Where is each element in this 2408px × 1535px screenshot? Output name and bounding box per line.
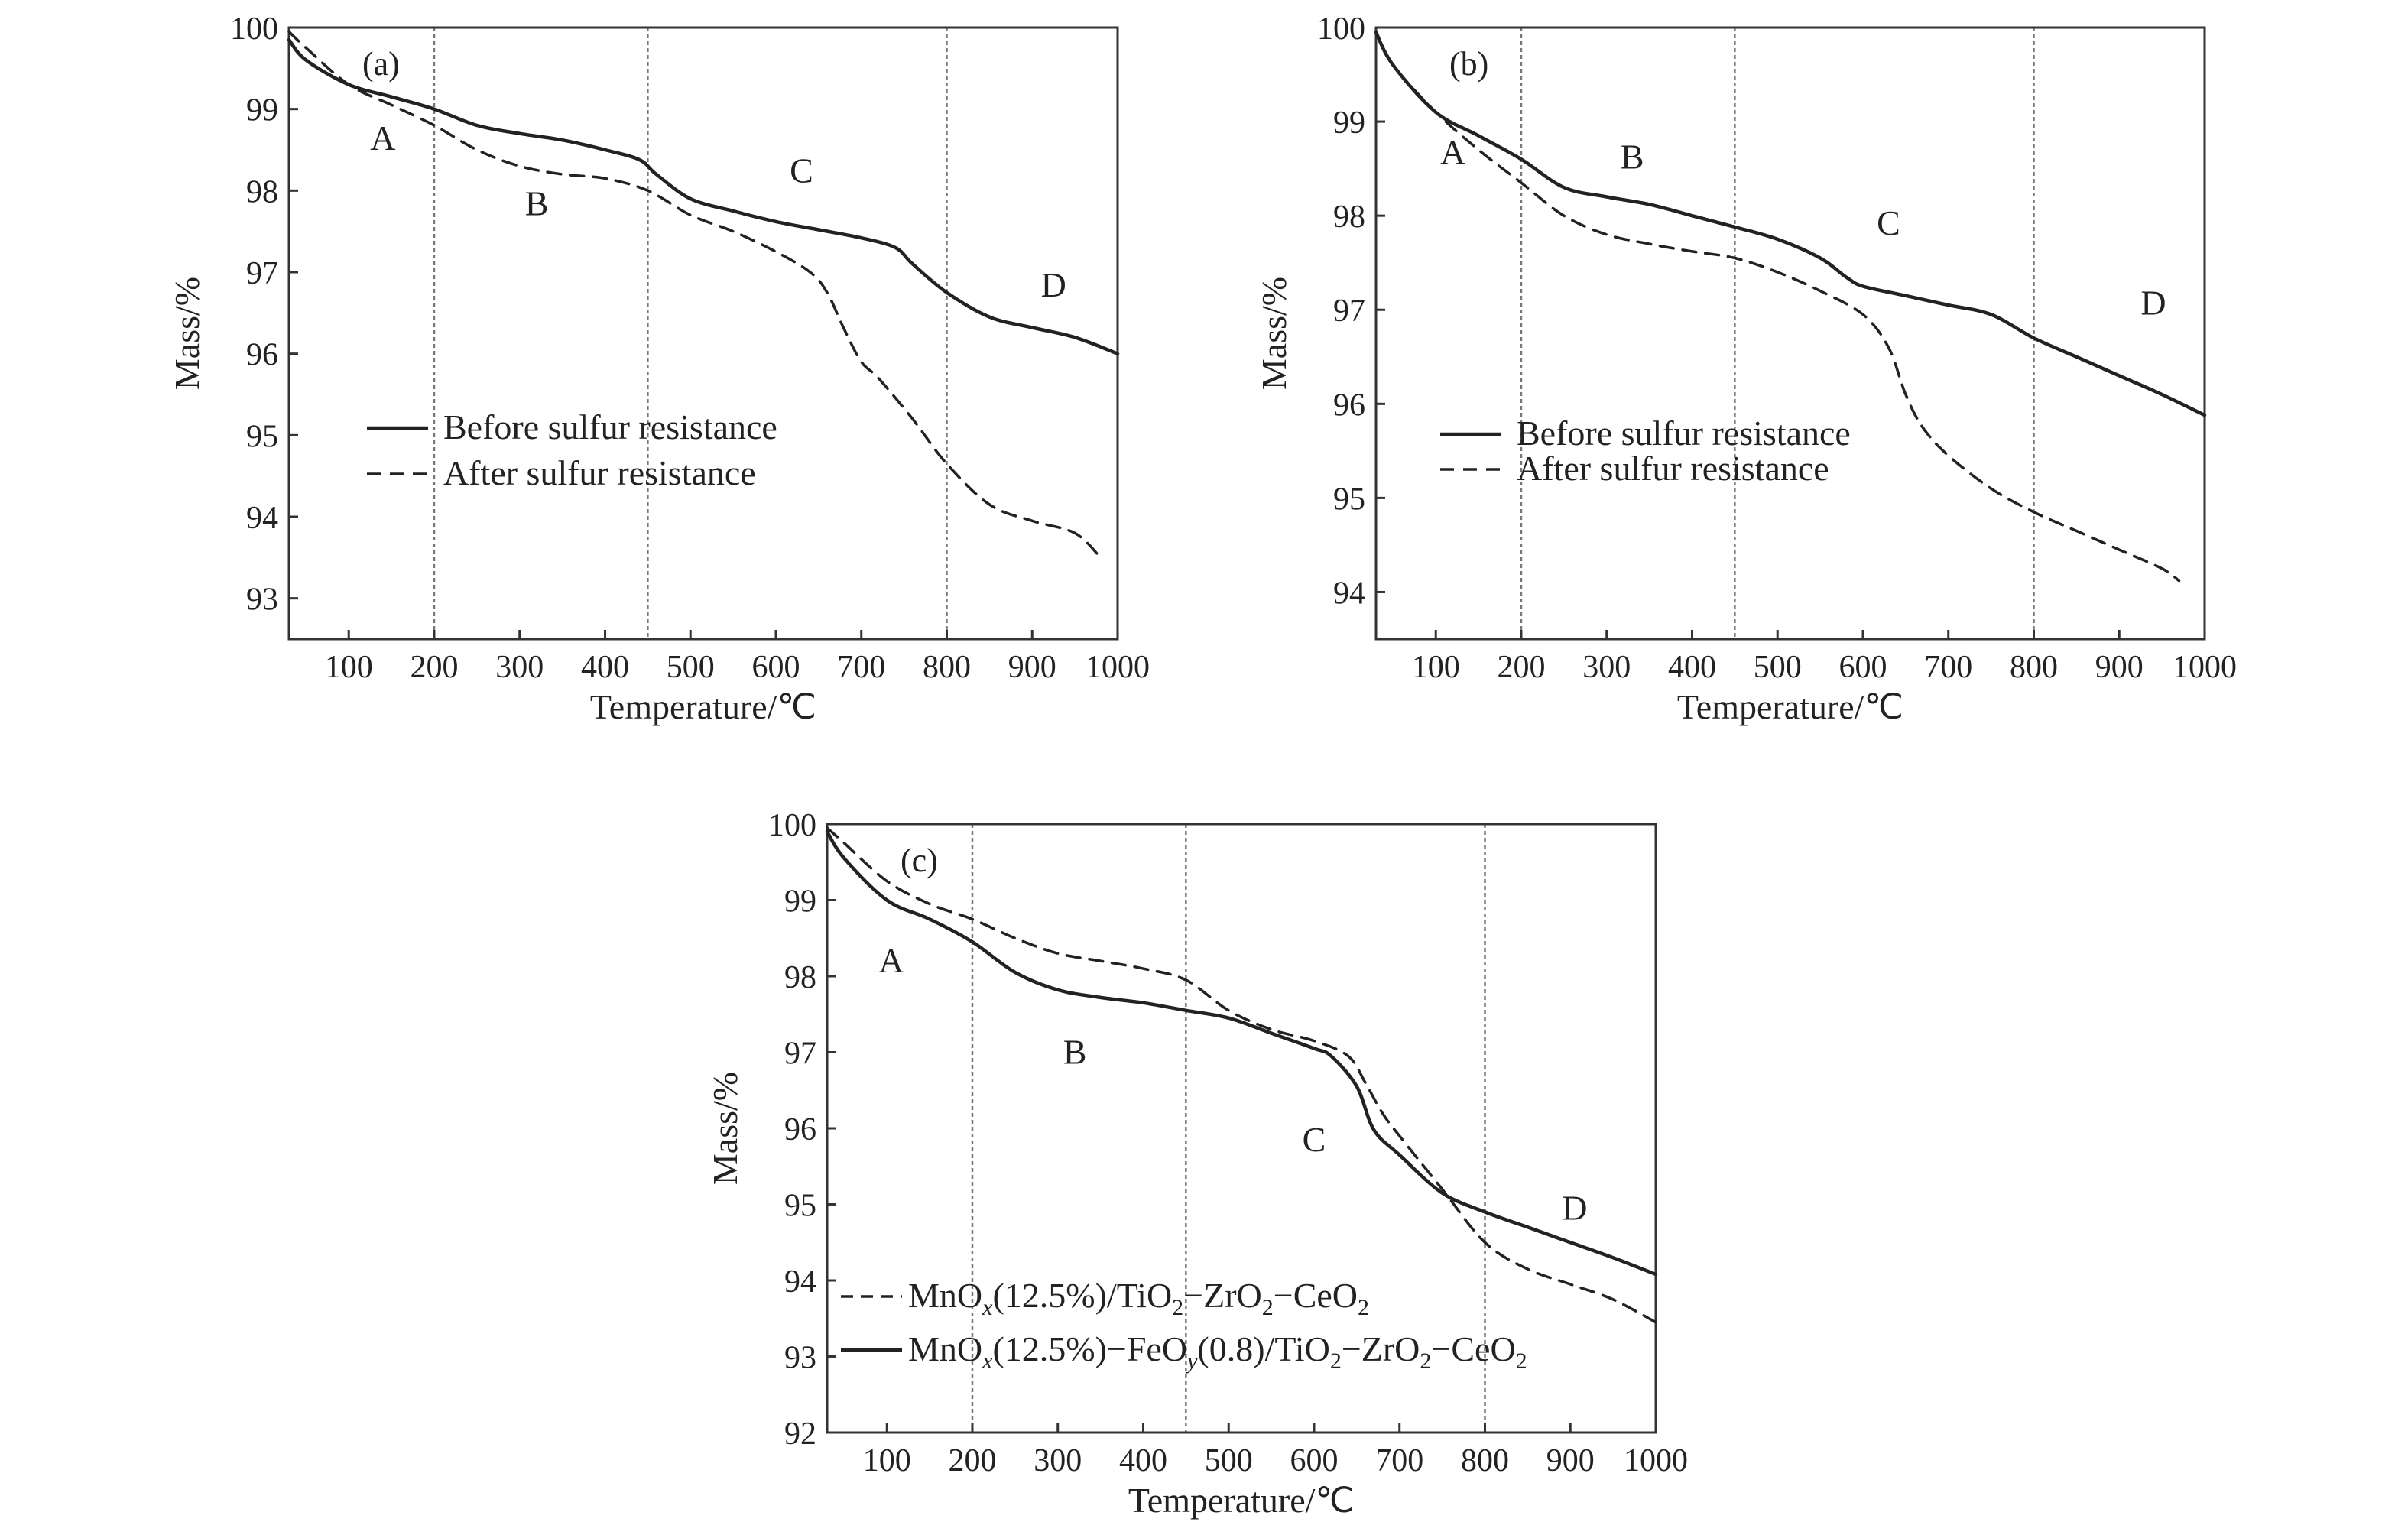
series-line-dashed [287, 30, 1102, 560]
x-tick-label: 400 [1668, 650, 1716, 685]
y-tick-label: 99 [1333, 105, 1365, 141]
y-tick-label: 99 [246, 93, 278, 128]
x-tick-label: 100 [1412, 650, 1460, 685]
region-label-b: B [1063, 1032, 1087, 1071]
y-tick-label: 98 [1333, 200, 1365, 235]
region-label-b: B [525, 183, 549, 222]
region-label-b: B [1621, 138, 1644, 177]
x-axis-title: Temperature/℃ [1677, 687, 1903, 726]
y-axis-title: Mass/% [167, 277, 206, 390]
chart-panel-1: 100 200 300 400 500 600 700 800 900 1000 93 94 95 96 9… [167, 11, 1150, 726]
series-line-dashed [826, 826, 1657, 1324]
x-tick-label: 700 [1924, 650, 1972, 685]
y-tick-label: 99 [784, 884, 816, 920]
panel-tag: (b) [1449, 45, 1488, 83]
y-tick-label: 98 [784, 960, 816, 995]
x-tick-label: 1000 [1086, 650, 1150, 685]
x-tick-label: 300 [1034, 1443, 1082, 1478]
x-tick-label: 800 [1461, 1443, 1509, 1478]
y-tick-label: 97 [784, 1037, 816, 1072]
y-tick-label: 100 [230, 11, 278, 47]
y-tick-label: 96 [246, 338, 278, 373]
legend-label: MnOx(12.5%)/TiO2−ZrO2−CeO2 [908, 1276, 1369, 1320]
legend-label: Before sulfur resistance [443, 407, 777, 446]
y-tick-label: 94 [1333, 576, 1365, 611]
legend-label: Before sulfur resistance [1517, 414, 1851, 453]
y-tick-label: 100 [1317, 11, 1365, 47]
x-tick-label: 700 [1375, 1443, 1423, 1478]
x-axis-title: Temperature/℃ [1128, 1481, 1355, 1520]
region-label-c: C [1877, 203, 1900, 242]
series-line-dashed [1374, 31, 2181, 583]
x-tick-label: 300 [1582, 650, 1631, 685]
x-tick-label: 400 [581, 650, 629, 685]
plot-frame [287, 26, 1119, 641]
x-axis-title: Temperature/℃ [590, 687, 816, 726]
region-label-d: D [1562, 1188, 1587, 1227]
series-line-solid [1374, 30, 2207, 417]
region-label-a: A [370, 118, 395, 157]
x-tick-label: 900 [2095, 650, 2144, 685]
x-tick-label: 700 [837, 650, 885, 685]
x-tick-label: 100 [863, 1443, 911, 1478]
y-tick-label: 95 [246, 419, 278, 454]
x-tick-label: 300 [495, 650, 544, 685]
x-tick-label: 600 [1838, 650, 1887, 685]
x-tick-label: 500 [667, 650, 715, 685]
y-tick-label: 93 [784, 1341, 816, 1376]
x-tick-label: 500 [1205, 1443, 1253, 1478]
y-tick-label: 94 [784, 1264, 816, 1300]
x-tick-label: 100 [325, 650, 373, 685]
region-label-c: C [790, 151, 813, 190]
y-tick-label: 95 [784, 1189, 816, 1224]
y-tick-label: 94 [246, 501, 278, 536]
region-label-a: A [878, 941, 904, 980]
y-tick-label: 96 [784, 1112, 816, 1147]
x-tick-label: 900 [1008, 650, 1056, 685]
y-axis-title: Mass/% [1254, 277, 1293, 390]
x-tick-label: 600 [751, 650, 800, 685]
x-tick-label: 600 [1290, 1443, 1338, 1478]
series-line-solid [287, 37, 1120, 355]
x-tick-label: 400 [1119, 1443, 1167, 1478]
y-tick-label: 96 [1333, 388, 1365, 423]
region-label-a: A [1440, 132, 1465, 171]
y-axis-title: Mass/% [706, 1072, 745, 1185]
x-tick-label: 1000 [1624, 1443, 1688, 1478]
x-tick-label: 200 [948, 1443, 996, 1478]
x-tick-label: 200 [1497, 650, 1545, 685]
x-tick-label: 900 [1546, 1443, 1595, 1478]
y-tick-label: 98 [246, 174, 278, 209]
region-label-d: D [2140, 283, 2166, 322]
legend-label: After sulfur resistance [443, 453, 756, 492]
chart-panel-2: 100 200 300 400 500 600 700 800 900 1000 94 95 96 97 9… [1254, 11, 2237, 726]
x-tick-label: 500 [1754, 650, 1802, 685]
y-tick-label: 97 [246, 256, 278, 291]
legend-label: MnOx(12.5%)−FeOy(0.8)/TiO2−ZrO2−CeO2 [908, 1329, 1527, 1374]
y-tick-label: 93 [246, 583, 278, 618]
panel-tag: (c) [901, 842, 938, 879]
region-label-d: D [1041, 265, 1066, 304]
legend: MnOx(12.5%)/TiO2−ZrO2−CeO2 MnOx(12.5%)−Fe… [841, 1276, 1527, 1374]
region-label-c: C [1303, 1120, 1326, 1159]
y-tick-label: 92 [784, 1417, 816, 1452]
y-tick-label: 95 [1333, 482, 1365, 517]
panel-tag: (a) [362, 45, 400, 83]
x-tick-label: 200 [410, 650, 458, 685]
x-tick-label: 1000 [2173, 650, 2237, 685]
series-line-solid [825, 829, 1658, 1277]
x-tick-label: 800 [923, 650, 971, 685]
plot-frame [1374, 26, 2206, 641]
x-tick-label: 800 [2010, 650, 2058, 685]
chart-panel-3: 100 200 300 400 500 600 700 800 900 1000 92 93 94 95 9… [706, 808, 1688, 1520]
legend-label: After sulfur resistance [1517, 449, 1829, 488]
y-tick-label: 100 [768, 808, 816, 843]
legend: Before sulfur resistance After sulfur res… [367, 407, 777, 492]
y-tick-label: 97 [1333, 294, 1365, 329]
